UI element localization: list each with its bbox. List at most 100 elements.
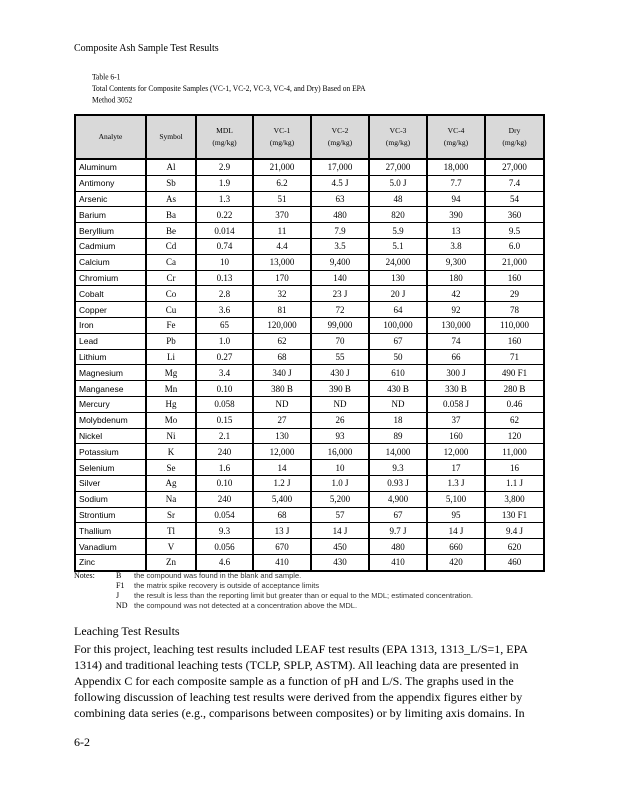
table-title-cont: Method 3052 — [92, 95, 133, 105]
value-cell: 9.7 J — [368, 522, 428, 540]
value-cell: 71 — [484, 348, 545, 366]
value-cell: 130,000 — [426, 316, 486, 334]
column-header: Analyte — [74, 114, 147, 160]
symbol-cell: Hg — [145, 395, 197, 413]
column-header-label: VC-4 — [447, 126, 465, 135]
value-cell: 330 B — [426, 380, 486, 397]
symbol-cell: Cu — [145, 301, 197, 318]
value-cell: 1.3 J — [426, 474, 486, 492]
column-header: VC-2 (mg/kg) — [310, 114, 370, 160]
value-cell: 4.4 — [252, 237, 312, 255]
value-cell: 0.13 — [195, 269, 254, 287]
analyte-cell: Cobalt — [74, 285, 147, 303]
table-row: Aluminum Al 2.9 21,000 17,000 27,000 18,000 27,… — [74, 158, 545, 176]
table-row: Calcium Ca 10 13,000 9,400 24,000 9,300 21,000 — [74, 253, 545, 271]
value-cell: 21,000 — [252, 158, 312, 176]
analyte-cell: Calcium — [74, 253, 147, 271]
value-cell: 57 — [310, 506, 370, 524]
body-line: 1314) and traditional leaching tests (TC… — [74, 658, 519, 672]
column-header-label: VC-3 — [389, 126, 407, 135]
value-cell: 670 — [252, 538, 312, 555]
value-cell: 240 — [195, 490, 254, 508]
table-row: Nickel Ni 2.1 130 93 89 160 120 — [74, 427, 545, 445]
value-cell: 0.014 — [195, 222, 254, 239]
value-cell: 280 B — [484, 380, 545, 397]
value-cell: 51 — [252, 190, 312, 208]
analyte-cell: Arsenic — [74, 190, 147, 208]
value-cell: 5,400 — [252, 490, 312, 508]
analyte-cell: Nickel — [74, 427, 147, 445]
value-cell: 480 — [310, 206, 370, 224]
value-cell: ND — [252, 395, 312, 413]
value-cell: 1.9 — [195, 174, 254, 192]
value-cell: 50 — [368, 348, 428, 366]
value-cell: 480 — [368, 538, 428, 555]
value-cell: 390 B — [310, 380, 370, 397]
value-cell: 14 J — [310, 522, 370, 540]
table-row: Lithium Li 0.27 68 55 50 66 71 — [74, 348, 545, 366]
table-row: Manganese Mn 0.10 380 B 390 B 430 B 330 B 280 B — [74, 380, 545, 397]
column-header-unit: (mg/kg) — [327, 138, 353, 147]
analyte-cell: Strontium — [74, 506, 147, 524]
symbol-cell: Cd — [145, 237, 197, 255]
value-cell: 55 — [310, 348, 370, 366]
value-cell: 42 — [426, 285, 486, 303]
value-cell: 67 — [368, 332, 428, 350]
value-cell: 10 — [195, 253, 254, 271]
table-number: Table 6-1 — [92, 72, 121, 82]
value-cell: 0.10 — [195, 474, 254, 492]
value-cell: 3.5 — [310, 237, 370, 255]
value-cell: 7.7 — [426, 174, 486, 192]
value-cell: 14,000 — [368, 443, 428, 461]
table-title: Total Contents for Composite Samples (VC… — [92, 83, 366, 94]
value-cell: 2.1 — [195, 427, 254, 445]
value-cell: 11 — [252, 222, 312, 239]
value-cell: 370 — [252, 206, 312, 224]
symbol-cell: Li — [145, 348, 197, 366]
value-cell: 620 — [484, 538, 545, 555]
value-cell: 18,000 — [426, 158, 486, 176]
symbol-cell: Co — [145, 285, 197, 303]
value-cell: 23 J — [310, 285, 370, 303]
value-cell: 450 — [310, 538, 370, 555]
value-cell: 110,000 — [484, 316, 545, 334]
value-cell: 180 — [426, 269, 486, 287]
value-cell: 5.1 — [368, 237, 428, 255]
column-header-label: Analyte — [98, 132, 123, 141]
value-cell: 93 — [310, 427, 370, 445]
value-cell: 72 — [310, 301, 370, 318]
analyte-cell: Manganese — [74, 380, 147, 397]
value-cell: 5.9 — [368, 222, 428, 239]
value-cell: 120,000 — [252, 316, 312, 334]
value-cell: 9,300 — [426, 253, 486, 271]
value-cell: 89 — [368, 427, 428, 445]
value-cell: 54 — [484, 190, 545, 208]
analyte-cell: Sodium — [74, 490, 147, 508]
value-cell: 0.93 J — [368, 474, 428, 492]
notes-label — [74, 601, 116, 611]
analyte-cell: Zinc — [74, 553, 147, 572]
value-cell: 92 — [426, 301, 486, 318]
table-row: Sodium Na 240 5,400 5,200 4,900 5,100 3,800 — [74, 490, 545, 508]
value-cell: 62 — [252, 332, 312, 350]
value-cell: 100,000 — [368, 316, 428, 334]
value-cell: 27,000 — [368, 158, 428, 176]
analyte-cell: Potassium — [74, 443, 147, 461]
value-cell: 420 — [426, 553, 486, 572]
value-cell: 26 — [310, 411, 370, 429]
column-header-unit: (mg/kg) — [269, 138, 295, 147]
value-cell: 120 — [484, 427, 545, 445]
value-cell: 160 — [426, 427, 486, 445]
value-cell: 37 — [426, 411, 486, 429]
value-cell: 95 — [426, 506, 486, 524]
notes-label — [74, 581, 116, 591]
symbol-cell: Sr — [145, 506, 197, 524]
table-caption: Table 6-1 Total Contents for Composite S… — [92, 71, 366, 106]
symbol-cell: Cr — [145, 269, 197, 287]
value-cell: 68 — [252, 506, 312, 524]
value-cell: 240 — [195, 443, 254, 461]
value-cell: 3.4 — [195, 364, 254, 382]
value-cell: 32 — [252, 285, 312, 303]
value-cell: 410 — [368, 553, 428, 572]
